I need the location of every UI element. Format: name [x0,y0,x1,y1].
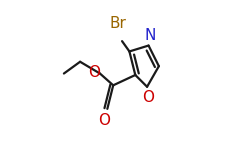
Text: O: O [142,90,154,105]
Text: Br: Br [110,16,127,31]
Text: N: N [144,28,156,43]
Text: O: O [88,65,100,80]
Text: O: O [98,112,110,128]
